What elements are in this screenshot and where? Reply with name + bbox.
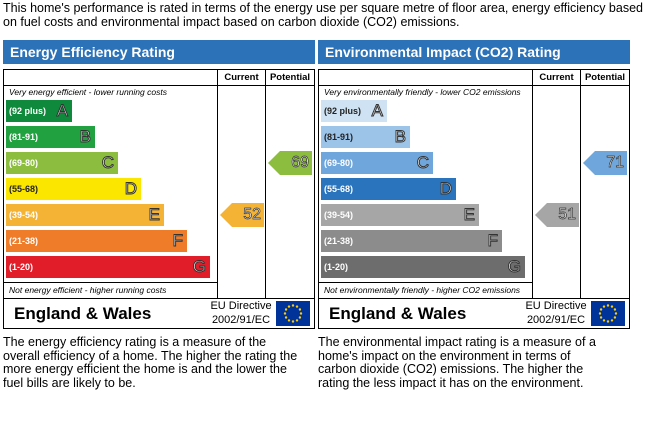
intro-text: This home's performance is rated in term…: [3, 1, 643, 29]
panel-footer: England & Wales EU Directive 2002/91/EC: [318, 298, 630, 329]
bottom-caption: Not environmentally friendly - higher CO…: [324, 285, 521, 295]
rating-band-e: (39-54) E: [6, 204, 164, 226]
band-grade-letter: G: [192, 257, 206, 277]
eu-flag-icon: [276, 301, 310, 326]
band-grade-letter: C: [101, 153, 114, 173]
rating-band-g: (1-20) G: [6, 256, 210, 278]
band-grade-letter: D: [124, 179, 137, 199]
rating-band-b: (81-91) B: [6, 126, 95, 148]
rating-band-g: (1-20) G: [321, 256, 525, 278]
potential-rating-arrow: 71: [583, 151, 627, 175]
rating-band-d: (55-68) D: [6, 178, 141, 200]
band-range-label: (1-20): [324, 262, 349, 272]
panel-title: Environmental Impact (CO2) Rating: [318, 40, 630, 64]
band-grade-letter: B: [394, 127, 406, 147]
rating-frame: Current Potential Very environmentally f…: [318, 69, 630, 299]
current-rating-arrow: 51: [535, 203, 579, 227]
energy-description: The energy efficiency rating is a measur…: [3, 335, 298, 390]
top-caption: Very environmentally friendly - lower CO…: [324, 87, 521, 97]
band-grade-letter: F: [487, 231, 498, 251]
band-grade-letter: A: [371, 101, 383, 121]
energy-efficiency-panel: Energy Efficiency Rating Current Potenti…: [3, 40, 315, 329]
environmental-impact-panel: Environmental Impact (CO2) Rating Curren…: [318, 40, 630, 329]
band-grade-letter: F: [172, 231, 183, 251]
band-range-label: (1-20): [9, 262, 34, 272]
rating-band-a: (92 plus) A: [6, 100, 72, 122]
band-grade-letter: B: [79, 127, 91, 147]
band-grade-letter: A: [56, 101, 68, 121]
rating-band-c: (69-80) C: [321, 152, 433, 174]
band-range-label: (92 plus): [324, 106, 362, 116]
eu-flag-icon: [591, 301, 625, 326]
band-range-label: (39-54): [9, 210, 39, 220]
band-range-label: (21-38): [9, 236, 39, 246]
rating-band-c: (69-80) C: [6, 152, 118, 174]
potential-column-header: Potential: [269, 72, 311, 83]
band-range-label: (81-91): [9, 132, 39, 142]
band-grade-letter: E: [463, 205, 475, 225]
environmental-description: The environmental impact rating is a mea…: [318, 335, 596, 390]
panel-title: Energy Efficiency Rating: [3, 40, 315, 64]
top-caption: Very energy efficient - lower running co…: [9, 87, 167, 97]
band-range-label: (55-68): [9, 184, 39, 194]
bottom-caption: Not energy efficient - higher running co…: [9, 285, 167, 295]
rating-band-e: (39-54) E: [321, 204, 479, 226]
country-label: England & Wales: [329, 304, 467, 323]
band-grade-letter: D: [439, 179, 452, 199]
band-range-label: (81-91): [324, 132, 354, 142]
band-range-label: (21-38): [324, 236, 354, 246]
rating-band-d: (55-68) D: [321, 178, 456, 200]
band-range-label: (69-80): [9, 158, 39, 168]
current-rating-arrow: 52: [220, 203, 264, 227]
band-grade-letter: E: [148, 205, 160, 225]
rating-band-b: (81-91) B: [321, 126, 410, 148]
band-range-label: (69-80): [324, 158, 354, 168]
band-range-label: (39-54): [324, 210, 354, 220]
country-label: England & Wales: [14, 304, 152, 323]
current-column-header: Current: [539, 72, 574, 83]
rating-band-f: (21-38) F: [6, 230, 187, 252]
potential-column-header: Potential: [584, 72, 626, 83]
eu-directive-label: EU Directive 2002/91/EC: [210, 300, 272, 326]
band-range-label: (55-68): [324, 184, 354, 194]
eu-directive-label: EU Directive 2002/91/EC: [525, 300, 587, 326]
potential-rating-arrow: 69: [268, 151, 312, 175]
rating-band-a: (92 plus) A: [321, 100, 387, 122]
band-grade-letter: C: [416, 153, 429, 173]
rating-frame: Current Potential Very energy efficient …: [3, 69, 315, 299]
panel-footer: England & Wales EU Directive 2002/91/EC: [3, 298, 315, 329]
current-column-header: Current: [224, 72, 259, 83]
band-grade-letter: G: [507, 257, 521, 277]
band-range-label: (92 plus): [9, 106, 47, 116]
rating-band-f: (21-38) F: [321, 230, 502, 252]
